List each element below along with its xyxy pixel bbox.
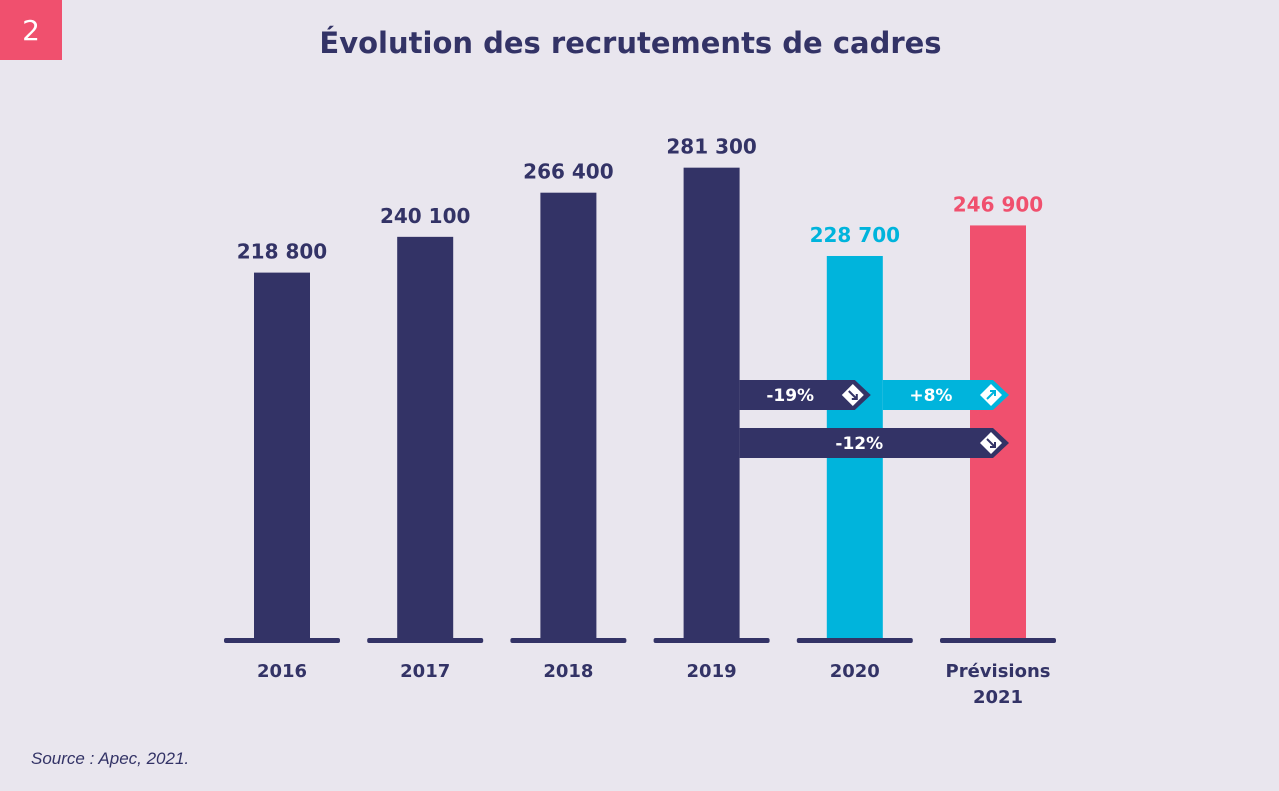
value-label-2017: 240 100	[380, 204, 470, 228]
value-label-2019: 281 300	[666, 135, 756, 159]
annotation-label: +8%	[909, 386, 952, 406]
x-tick-label-prévisions-2021-1: Prévisions	[946, 661, 1051, 682]
axis-segment-2019	[653, 638, 770, 643]
x-tick-label-2018: 2018	[543, 661, 593, 682]
trend-down-icon	[986, 438, 996, 448]
bars-layer: 218 800 240 100 266 400 281 300 228 700 246 9…	[237, 135, 1043, 641]
value-label-2016: 218 800	[237, 240, 327, 264]
axis-segment-prévisions-2021	[940, 638, 1056, 643]
annotation-arrow-shape	[882, 380, 1009, 410]
annotation-label: -19%	[766, 386, 814, 406]
annotation-minus19pct: -19%	[739, 380, 871, 410]
x-tick-label-2016: 2016	[257, 661, 307, 682]
axis-segment-2016	[224, 638, 340, 643]
bar-2016	[254, 272, 310, 640]
annotation-minus12pct: -12%	[739, 428, 1009, 458]
bar-2018	[540, 192, 597, 641]
trend-up-icon	[986, 390, 996, 400]
trend-down-icon	[848, 390, 858, 400]
bar-2017	[397, 236, 454, 640]
change-annotations: -19% +8% -12%	[739, 380, 1009, 458]
annotation-arrow-shape	[739, 380, 871, 410]
annotation-arrow-shape	[739, 428, 1009, 458]
x-tick-label-2019: 2019	[687, 661, 737, 682]
annotation-label: -12%	[835, 434, 883, 454]
x-axis: 2016 2017 2018 2019 2020 Prévisions 2021	[224, 638, 1056, 708]
source-note: Source : Apec, 2021.	[31, 749, 190, 768]
value-label-2020: 228 700	[810, 223, 900, 247]
x-tick-label-2017: 2017	[400, 661, 450, 682]
bar-2019	[683, 167, 740, 640]
chart-title: Évolution des recrutements de cadres	[319, 26, 942, 60]
x-tick-label-prévisions-2021-2: 2021	[973, 687, 1023, 708]
value-label-prévisions-2021: 246 900	[953, 192, 1043, 216]
value-label-2018: 266 400	[523, 160, 613, 184]
axis-segment-2018	[510, 638, 627, 643]
axis-segment-2020	[796, 638, 913, 643]
x-tick-label-2020: 2020	[830, 661, 880, 682]
axis-segment-2017	[367, 638, 484, 643]
annotation-plus8pct: +8%	[882, 380, 1009, 410]
figure-number-badge: 2	[0, 0, 62, 60]
